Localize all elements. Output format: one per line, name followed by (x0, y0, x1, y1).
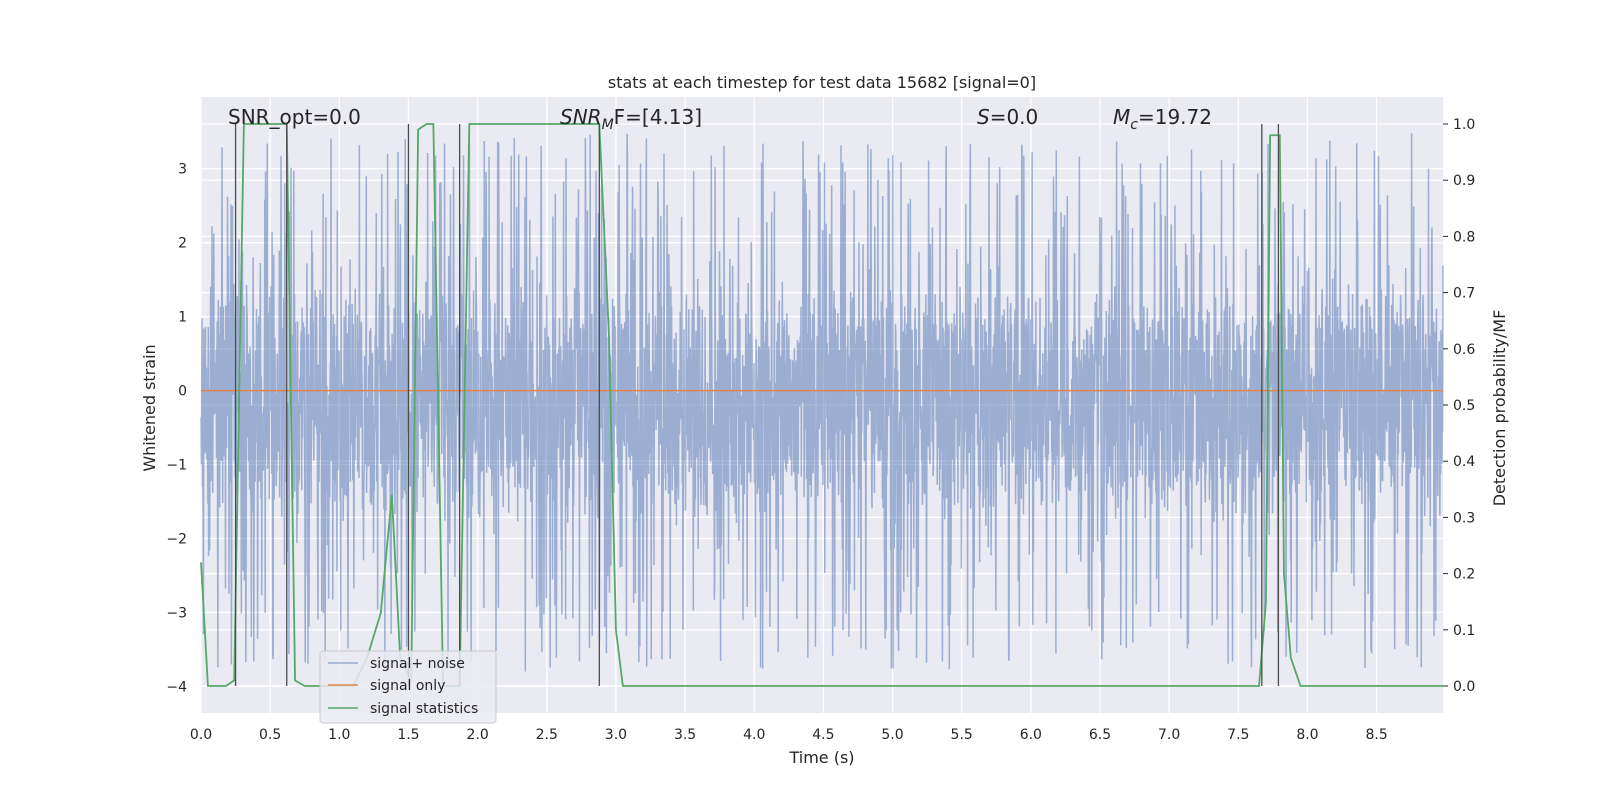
annotation-snr-mf: SNRMF=[4.13] (560, 105, 702, 133)
x-tick-label: 5.0 (881, 727, 903, 743)
annotation-s: S=0.0 (977, 105, 1038, 129)
y-right-tick-label: 0.3 (1453, 510, 1475, 526)
y-right-tick-label: 0.0 (1453, 679, 1475, 695)
annotation-snr-opt: SNR_opt=0.0 (228, 105, 361, 129)
legend-frame (319, 650, 497, 724)
x-tick-label: 6.5 (1089, 727, 1111, 743)
y-right-tick-labels: 1.0 0.9 0.8 0.7 0.6 0.5 0.4 0.3 0.2 0.1 0.0 (1443, 117, 1475, 695)
x-tick-label: 0.5 (259, 727, 281, 743)
legend-label-signal: signal only (370, 678, 445, 694)
y-left-axis-label: Whitened strain (140, 344, 159, 471)
mc-sub: c (1130, 117, 1138, 133)
x-tick-label: 4.0 (743, 727, 765, 743)
y-left-tick-label: −1 (166, 458, 187, 474)
y-right-tick-label: 0.9 (1453, 173, 1475, 189)
y-left-tick-label: −2 (166, 531, 187, 547)
y-right-tick-label: 0.2 (1453, 567, 1475, 583)
mc-value: =19.72 (1138, 105, 1212, 129)
x-axis-label: Time (s) (788, 748, 854, 767)
snr-mf-value: F=[4.13] (614, 105, 702, 129)
x-tick-label: 2.5 (536, 727, 558, 743)
chart-title: stats at each timestep for test data 156… (608, 73, 1036, 92)
y-right-tick-label: 0.7 (1453, 286, 1475, 302)
x-tick-labels: 0.0 0.5 1.0 1.5 2.0 2.5 3.0 3.5 4.0 4.5 5.0 5.5 6.0 6… (190, 727, 1388, 743)
y-left-tick-label: 3 (178, 162, 187, 178)
x-tick-label: 7.0 (1158, 727, 1180, 743)
mc-label: M (1113, 105, 1130, 129)
x-tick-label: 1.5 (397, 727, 419, 743)
x-tick-label: 5.5 (951, 727, 973, 743)
s-label: S (977, 105, 990, 129)
legend: signal+ noise signal only signal statist… (319, 650, 497, 724)
annotation-mc: Mc=19.72 (1113, 105, 1212, 133)
y-left-tick-label: −4 (166, 679, 187, 695)
y-left-tick-label: 0 (178, 384, 187, 400)
y-right-tick-label: 0.5 (1453, 398, 1475, 414)
x-tick-label: 4.5 (812, 727, 834, 743)
x-tick-label: 3.5 (674, 727, 696, 743)
s-value: =0.0 (990, 105, 1039, 129)
y-right-tick-label: 0.6 (1453, 342, 1475, 358)
y-right-tick-label: 0.4 (1453, 454, 1475, 470)
x-tick-label: 6.0 (1020, 727, 1042, 743)
x-tick-label: 1.0 (328, 727, 350, 743)
y-left-tick-label: −3 (166, 605, 187, 621)
legend-label-stats: signal statistics (370, 701, 478, 717)
x-tick-label: 8.5 (1365, 727, 1387, 743)
legend-label-noise: signal+ noise (370, 656, 465, 672)
x-tick-label: 2.0 (466, 727, 488, 743)
y-right-tick-label: 0.8 (1453, 229, 1475, 245)
y-left-tick-label: 1 (178, 310, 187, 326)
x-tick-label: 8.0 (1296, 727, 1318, 743)
x-tick-label: 3.0 (605, 727, 627, 743)
snr-mf-label: SNR (560, 105, 602, 129)
y-right-tick-label: 1.0 (1453, 117, 1475, 133)
x-tick-label: 7.5 (1227, 727, 1249, 743)
y-right-axis-label: Detection probability/MF (1490, 310, 1509, 507)
x-tick-label: 0.0 (190, 727, 212, 743)
y-right-tick-label: 0.1 (1453, 623, 1475, 639)
y-left-tick-labels: 3 2 1 0 −1 −2 −3 −4 (166, 162, 187, 696)
snr-mf-sub: M (602, 117, 614, 133)
y-left-tick-label: 2 (178, 236, 187, 252)
marker-lines (234, 123, 1280, 687)
